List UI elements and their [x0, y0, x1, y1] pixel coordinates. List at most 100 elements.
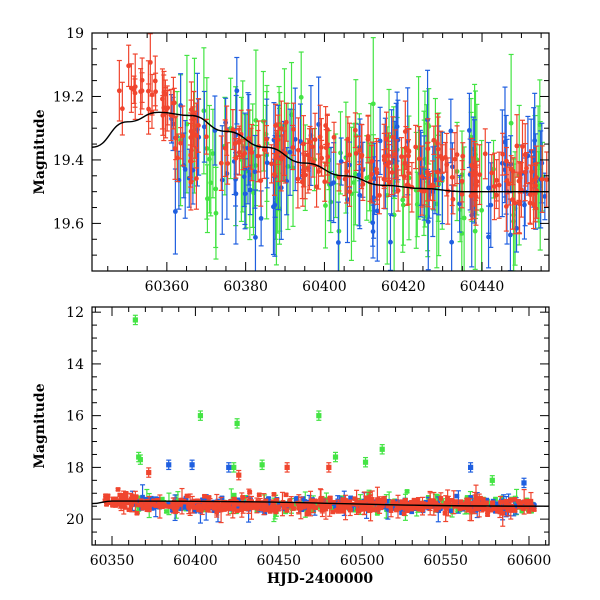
- top-red-point-marker: [242, 151, 248, 156]
- top-red-point: [153, 72, 159, 111]
- top-red-point: [439, 144, 445, 174]
- bottom-blue-point-marker: [484, 497, 490, 503]
- top-green-point: [479, 139, 485, 271]
- top-red-point: [390, 116, 396, 159]
- bottom-green-point-marker: [352, 507, 358, 513]
- bottom-blue-point-marker: [266, 502, 271, 507]
- top-red-point-marker: [258, 178, 264, 184]
- top-red-point: [195, 98, 201, 153]
- top-red-point: [325, 130, 331, 184]
- top-red-point-marker: [255, 153, 261, 159]
- top-red-point: [278, 100, 284, 157]
- top-red-point-marker: [377, 192, 382, 198]
- top-blue-point: [486, 141, 492, 234]
- bottom-blue-point-marker: [384, 499, 390, 504]
- top-blue-point: [377, 106, 383, 176]
- top-blue-point-marker: [338, 159, 344, 164]
- top-blue-point-marker: [522, 202, 527, 208]
- top-green-point: [228, 77, 234, 180]
- top-red-point-marker: [119, 106, 125, 112]
- top-red-point-marker: [173, 135, 179, 141]
- bottom-green-point-marker: [464, 495, 470, 500]
- top-red-point-marker: [524, 165, 529, 171]
- top-blue-point: [370, 204, 376, 259]
- bottom-green-point: [404, 489, 410, 494]
- top-blue-point-marker: [172, 209, 178, 214]
- top-red-point: [203, 118, 209, 155]
- top-red-point-marker: [508, 166, 514, 172]
- bottom-blue-point-marker: [448, 508, 453, 514]
- top-red-point-marker: [492, 184, 497, 189]
- top-blue-point-marker: [253, 234, 258, 240]
- top-red-point: [318, 117, 324, 177]
- top-y-axis-label: Magnitude: [32, 109, 48, 194]
- top-red-point-marker: [357, 147, 362, 153]
- top-panel: 60360 60380 60400 60420 604401919.219.419.6 …: [32, 26, 550, 295]
- top-red-point: [402, 146, 408, 180]
- top-red-point-marker: [431, 137, 437, 143]
- top-red-point: [374, 140, 380, 205]
- top-red-point: [300, 144, 306, 207]
- top-red-point: [149, 73, 155, 116]
- top-red-point: [477, 144, 483, 206]
- top-red-point-marker: [399, 154, 404, 160]
- top-red-point: [233, 137, 239, 179]
- top-red-point: [508, 155, 514, 184]
- top-red-point: [369, 144, 375, 204]
- top-red-point-marker: [191, 116, 197, 122]
- top-blue-point-marker: [287, 149, 293, 155]
- bottom-blue-point-marker: [148, 495, 154, 501]
- top-red-point: [496, 151, 502, 219]
- x-tick-label: 60360: [145, 279, 190, 295]
- top-red-point-marker: [273, 123, 278, 128]
- bottom-data-points: [102, 314, 537, 527]
- top-red-point-marker: [516, 178, 522, 184]
- bottom-green-point: [163, 509, 169, 514]
- top-green-point-marker: [434, 201, 440, 207]
- top-red-point-marker: [450, 196, 456, 202]
- bottom-green-point-marker: [136, 507, 142, 512]
- top-red-point-marker: [482, 151, 488, 157]
- top-red-point-marker: [301, 141, 306, 147]
- bottom-blue-point-marker: [178, 506, 184, 512]
- top-blue-point-marker: [542, 194, 548, 199]
- top-blue-point-marker: [219, 177, 225, 183]
- top-blue-point-marker: [371, 195, 376, 200]
- top-red-point: [419, 166, 425, 216]
- top-red-point-marker: [504, 158, 509, 164]
- top-red-point: [146, 83, 152, 135]
- top-red-point-marker: [312, 137, 318, 143]
- top-red-point-marker: [178, 140, 184, 146]
- top-red-point-marker: [402, 129, 408, 134]
- bottom-blue-point-marker: [409, 509, 415, 515]
- top-red-point-marker: [171, 100, 177, 106]
- bottom-green-point-marker: [231, 492, 237, 498]
- top-red-point: [406, 139, 412, 173]
- top-green-point-marker: [351, 180, 357, 185]
- top-red-point: [398, 137, 404, 177]
- bottom-blue-point-marker: [454, 493, 460, 499]
- top-green-point-marker: [472, 228, 478, 234]
- bottom-blue-point-marker: [149, 506, 155, 511]
- bottom-blue-point-marker: [235, 504, 240, 510]
- bottom-blue-point-marker: [192, 508, 198, 514]
- top-red-point-marker: [384, 136, 389, 142]
- top-data-points: [116, 33, 549, 271]
- top-red-point-marker: [300, 173, 306, 178]
- top-red-point: [449, 148, 455, 207]
- top-blue-point: [466, 92, 472, 169]
- top-red-point-marker: [193, 133, 199, 138]
- bottom-blue-point-marker: [333, 504, 338, 510]
- bottom-green-point-marker: [499, 495, 505, 501]
- top-red-point-marker: [517, 201, 522, 207]
- top-red-point-marker: [172, 146, 178, 151]
- top-model-curve: [92, 111, 549, 193]
- top-red-point-marker: [413, 144, 419, 150]
- bottom-green-point-marker: [493, 496, 498, 502]
- top-blue-point: [252, 189, 258, 271]
- bottom-blue-point-marker: [211, 508, 217, 514]
- top-red-point: [275, 122, 281, 183]
- top-red-point-marker: [469, 162, 475, 168]
- top-red-point: [188, 122, 194, 188]
